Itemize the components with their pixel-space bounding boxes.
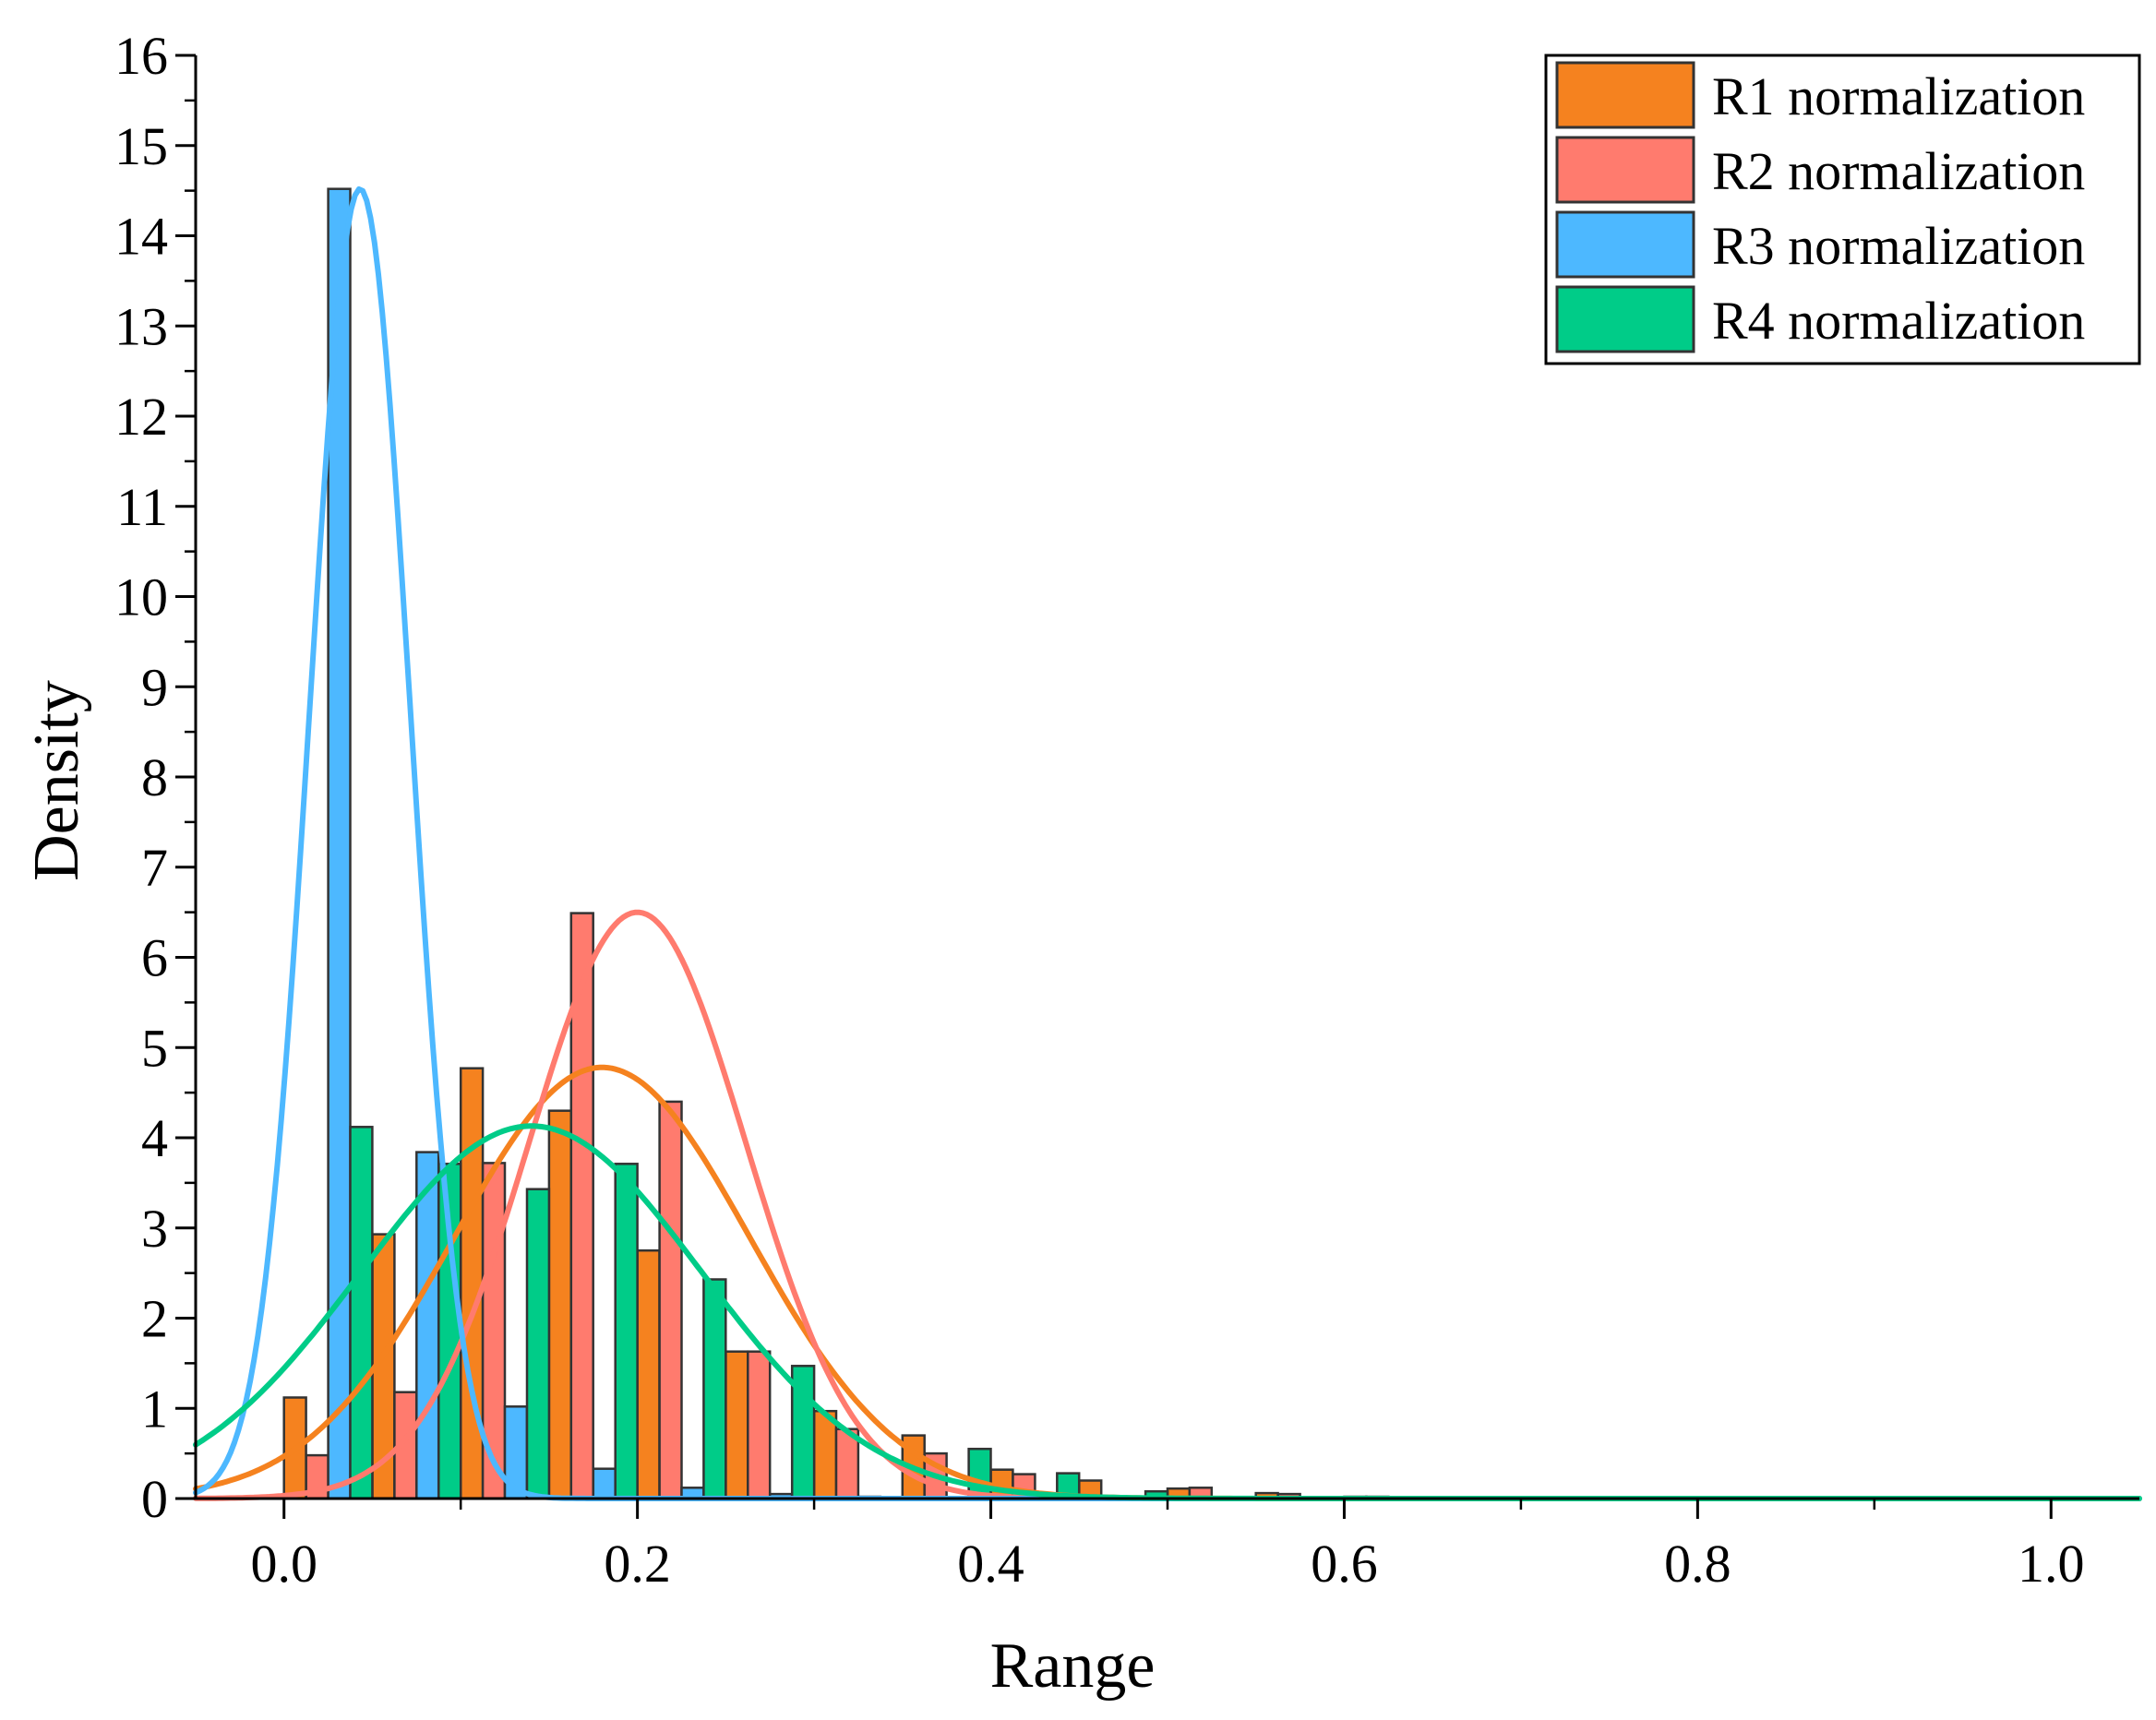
x-tick-label: 0.4 [957, 1534, 1024, 1594]
legend-label: R4 normalization [1712, 291, 2085, 351]
legend-label: R3 normalization [1712, 216, 2085, 276]
y-tick-label: 4 [141, 1108, 168, 1168]
y-tick-label: 16 [114, 26, 168, 86]
y-tick-label: 9 [141, 657, 168, 717]
bar-r1-bin-2 [459, 1067, 485, 1500]
y-tick-label: 15 [114, 116, 168, 176]
legend-label: R2 normalization [1712, 141, 2085, 201]
bar-r2-bin-4 [658, 1100, 683, 1500]
y-tick-label: 2 [141, 1289, 168, 1349]
legend-swatch-r2 [1555, 136, 1695, 204]
legend-swatch-r1 [1555, 61, 1695, 129]
x-tick-label: 0.8 [1664, 1534, 1731, 1594]
bar-r3-bin-3 [592, 1467, 617, 1500]
bar-r1-bin-3 [547, 1109, 573, 1500]
y-tick-label: 8 [141, 747, 168, 807]
y-axis-title: Density [21, 680, 92, 881]
bar-r1-bin-6 [812, 1409, 838, 1500]
bar-r2-bin-5 [747, 1350, 772, 1500]
y-tick-label: 10 [114, 567, 168, 627]
y-tick-label: 13 [114, 296, 168, 356]
x-tick-label: 0.2 [604, 1534, 671, 1594]
legend-swatch-r3 [1555, 210, 1695, 279]
bar-r4-bin-0 [349, 1126, 374, 1500]
x-tick-label: 0.0 [250, 1534, 317, 1594]
bar-r1-bin-5 [725, 1350, 749, 1500]
y-tick-label: 3 [141, 1199, 168, 1259]
y-tick-label: 5 [141, 1018, 168, 1078]
y-tick-label: 0 [141, 1469, 168, 1529]
y-tick-label: 1 [141, 1379, 168, 1439]
y-tick-label: 6 [141, 928, 168, 988]
bar-r4-bin-2 [525, 1188, 551, 1500]
legend: R1 normalization R2 normalization R3 norma… [1544, 54, 2141, 365]
y-tick-label: 12 [114, 387, 168, 447]
legend-swatch-r4 [1555, 285, 1695, 353]
x-axis-title: Range [990, 1630, 1156, 1702]
y-tick-label: 11 [116, 477, 168, 537]
y-tick-label: 14 [114, 207, 168, 267]
x-tick-label: 0.6 [1311, 1534, 1378, 1594]
bar-r1-bin-4 [636, 1248, 661, 1500]
x-tick-label: 1.0 [2018, 1534, 2085, 1594]
y-tick-label: 7 [141, 838, 168, 898]
bar-r3-bin-1 [415, 1151, 440, 1500]
bar-r4-bin-4 [702, 1278, 727, 1500]
histogram-bars [282, 187, 1986, 1500]
legend-label: R1 normalization [1712, 66, 2085, 126]
bar-r4-bin-3 [614, 1163, 639, 1500]
